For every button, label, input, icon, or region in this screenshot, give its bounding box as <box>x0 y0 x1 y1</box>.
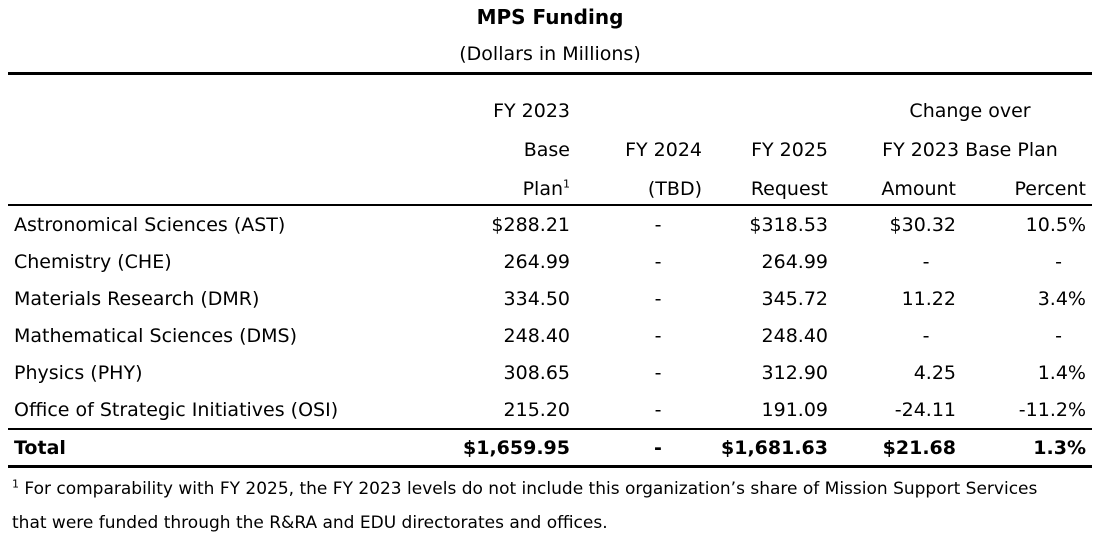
table-header: FY 2023 Change over Base FY 2024 FY 2025… <box>8 72 1092 206</box>
row-base: $288.21 <box>491 213 570 236</box>
row-amount: 11.22 <box>901 287 956 310</box>
row-label: Mathematical Sciences (DMS) <box>14 324 298 347</box>
total-amount: $21.68 <box>832 428 960 468</box>
row-amount: $30.32 <box>889 213 956 236</box>
row-request: $318.53 <box>749 213 828 236</box>
row-amount: 4.25 <box>913 361 956 384</box>
table-row: Materials Research (DMR) 334.50 - 345.72… <box>8 280 1092 317</box>
row-base: 248.40 <box>503 324 570 347</box>
header-change-line1: Change over <box>909 100 1031 122</box>
row-tbd: - <box>654 324 662 347</box>
header-amount: Amount <box>832 161 960 206</box>
row-tbd: - <box>654 287 662 310</box>
row-label: Materials Research (DMR) <box>14 287 260 310</box>
footnote-line1: 1 For comparability with FY 2025, the FY… <box>12 472 1092 506</box>
header-tbd-line2: (TBD) <box>574 161 702 206</box>
table-title: MPS Funding <box>476 5 624 29</box>
header-base-line1: FY 2023 <box>493 100 570 122</box>
row-percent-value: - <box>1055 324 1062 347</box>
row-percent: -11.2% <box>1018 398 1086 421</box>
table-row: Astronomical Sciences (AST) $288.21 - $3… <box>8 205 1092 243</box>
header-percent: Percent <box>960 161 1092 206</box>
row-label: Chemistry (CHE) <box>14 250 172 273</box>
total-percent: 1.3% <box>960 428 1092 468</box>
row-tbd: - <box>654 250 662 273</box>
row-percent: - <box>960 317 1092 354</box>
header-base-line3: Plan1 <box>388 161 574 206</box>
row-base: 264.99 <box>503 250 570 273</box>
row-tbd: - <box>654 361 662 384</box>
footnote-text-line1: For comparability with FY 2025, the FY 2… <box>24 479 1038 499</box>
table-row: Mathematical Sciences (DMS) 248.40 - 248… <box>8 317 1092 354</box>
total-tbd: - <box>574 428 702 468</box>
row-percent: 3.4% <box>1037 287 1086 310</box>
footnote: 1 For comparability with FY 2025, the FY… <box>8 472 1092 540</box>
row-amount: - <box>832 317 960 354</box>
table-subtitle: (Dollars in Millions) <box>459 43 641 65</box>
table-row: Physics (PHY) 308.65 - 312.90 4.25 1.4% <box>8 354 1092 391</box>
row-amount-value: - <box>922 250 930 273</box>
table-row: Office of Strategic Initiatives (OSI) 21… <box>8 391 1092 429</box>
header-base-plan-text: Plan <box>522 178 563 200</box>
footnote-marker: 1 <box>12 477 19 491</box>
footnote-line2: that were funded through the R&RA and ED… <box>12 513 608 533</box>
total-request: $1,681.63 <box>702 428 832 468</box>
total-base: $1,659.95 <box>388 428 574 468</box>
row-percent: 1.4% <box>1037 361 1086 384</box>
row-label: Astronomical Sciences (AST) <box>14 213 286 236</box>
row-amount: - <box>832 243 960 280</box>
header-req-line1: FY 2025 <box>751 139 828 161</box>
row-percent-value: - <box>1055 250 1062 273</box>
funding-table-page: MPS Funding (Dollars in Millions) FY 202… <box>8 0 1092 540</box>
row-request: 264.99 <box>761 250 828 273</box>
row-request: 191.09 <box>761 398 828 421</box>
header-tbd-blank <box>574 75 702 122</box>
row-base: 308.65 <box>503 361 570 384</box>
header-req-blank <box>702 75 832 122</box>
table-row: Chemistry (CHE) 264.99 - 264.99 - - <box>8 243 1092 280</box>
row-percent: - <box>960 243 1092 280</box>
row-base: 215.20 <box>503 398 570 421</box>
row-request: 248.40 <box>761 324 828 347</box>
footnote-marker-header: 1 <box>563 177 570 191</box>
total-label: Total <box>8 428 388 468</box>
header-base-line2: Base <box>523 139 570 161</box>
table-body: Astronomical Sciences (AST) $288.21 - $3… <box>8 205 1092 468</box>
row-label: Physics (PHY) <box>14 361 143 384</box>
header-req-line2: Request <box>702 161 832 206</box>
row-tbd: - <box>654 213 662 236</box>
row-tbd: - <box>654 398 662 421</box>
header-blank <box>8 75 388 122</box>
funding-table: FY 2023 Change over Base FY 2024 FY 2025… <box>8 72 1092 468</box>
row-amount: -24.11 <box>894 398 956 421</box>
header-change-line2: FY 2023 Base Plan <box>882 139 1058 161</box>
total-row: Total $1,659.95 - $1,681.63 $21.68 1.3% <box>8 428 1092 468</box>
row-percent: 10.5% <box>1025 213 1086 236</box>
row-request: 312.90 <box>761 361 828 384</box>
row-amount-value: - <box>922 324 930 347</box>
row-label: Office of Strategic Initiatives (OSI) <box>14 398 339 421</box>
row-request: 345.72 <box>761 287 828 310</box>
row-base: 334.50 <box>503 287 570 310</box>
header-tbd-line1: FY 2024 <box>625 139 702 161</box>
